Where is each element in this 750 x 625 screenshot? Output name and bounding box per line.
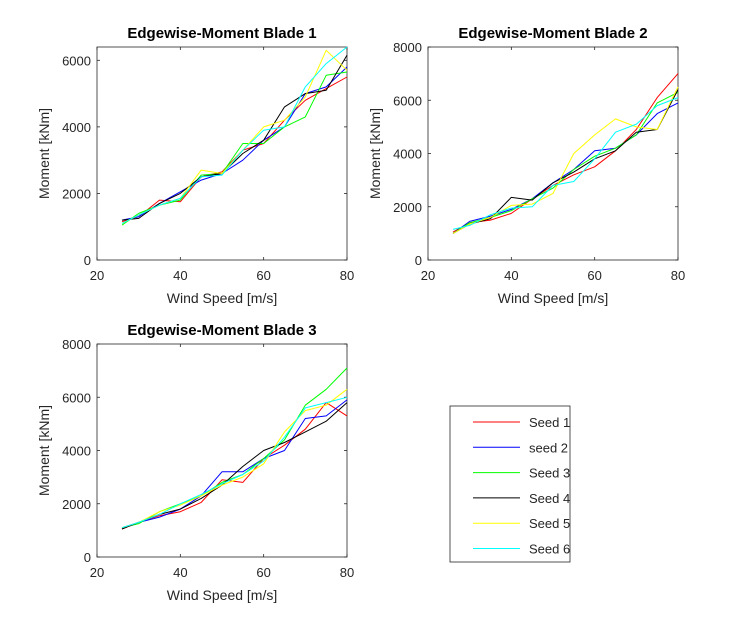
- series-line-6: [121, 396, 348, 529]
- y-tick-label: 6000: [62, 390, 91, 405]
- y-tick-label: 4000: [62, 120, 91, 135]
- legend-label-4: Seed 4: [529, 491, 570, 506]
- legend-label-2: seed 2: [529, 440, 568, 455]
- axes-box: [96, 343, 348, 558]
- y-axis-label: Moment [kNm]: [36, 108, 52, 199]
- y-tick-label: 0: [415, 253, 422, 268]
- chart-panel-3: 20 40 60 80 0 2000 4000 6000 8000 Edgewise-Moment…: [36, 322, 354, 603]
- y-axis-label: Moment [kNm]: [36, 405, 52, 496]
- series-line-1: [121, 76, 348, 223]
- series-line-4: [452, 89, 679, 234]
- y-tick-label: 2000: [393, 200, 422, 215]
- legend-label-1: Seed 1: [529, 415, 570, 430]
- series-line-2: [121, 399, 348, 529]
- x-tick-label: 60: [587, 268, 601, 283]
- series-line-5: [121, 388, 348, 529]
- x-axis-label: Wind Speed [m/s]: [167, 290, 278, 306]
- x-tick-label: 40: [173, 268, 187, 283]
- legend: Seed 1 seed 2 Seed 3 Seed 4 Seed 5 Seed 6: [449, 405, 571, 563]
- x-tick-label: 20: [90, 565, 104, 580]
- legend-label-3: Seed 3: [529, 466, 570, 481]
- legend-label-5: Seed 5: [529, 516, 570, 531]
- series-line-1: [452, 73, 679, 233]
- y-tick-label: 0: [84, 253, 91, 268]
- chart-panel-1: 20 40 60 80 0 2000 4000 6000 Edgewise-Moment Bla…: [36, 25, 354, 306]
- y-tick-label: 2000: [62, 186, 91, 201]
- y-tick-label: 6000: [393, 93, 422, 108]
- chart-title: Edgewise-Moment Blade 3: [127, 322, 316, 339]
- chart-title: Edgewise-Moment Blade 1: [127, 25, 316, 42]
- x-tick-label: 20: [90, 268, 104, 283]
- x-tick-label: 40: [504, 268, 518, 283]
- y-axis-label: Moment [kNm]: [367, 108, 383, 199]
- x-tick-label: 40: [173, 565, 187, 580]
- y-tick-label: 4000: [393, 147, 422, 162]
- chart-title: Edgewise-Moment Blade 2: [458, 25, 647, 42]
- series-line-4: [121, 55, 348, 221]
- y-tick-label: 2000: [62, 497, 91, 512]
- series-line-6: [121, 46, 348, 224]
- x-tick-label: 20: [421, 268, 435, 283]
- x-tick-label: 80: [340, 268, 354, 283]
- x-tick-label: 80: [671, 268, 685, 283]
- x-tick-label: 60: [256, 268, 270, 283]
- x-axis-label: Wind Speed [m/s]: [167, 587, 278, 603]
- series-line-5: [452, 86, 679, 234]
- axes-box: [96, 46, 348, 261]
- y-tick-label: 4000: [62, 444, 91, 459]
- x-tick-label: 60: [256, 565, 270, 580]
- chart-panel-2: 20 40 60 80 0 2000 4000 6000 8000 Edgewise-Moment…: [367, 25, 685, 306]
- x-axis-label: Wind Speed [m/s]: [498, 290, 609, 306]
- legend-label-6: Seed 6: [529, 542, 570, 557]
- y-tick-label: 6000: [62, 53, 91, 68]
- y-tick-label: 8000: [62, 337, 91, 352]
- x-tick-label: 80: [340, 565, 354, 580]
- legend-box: [449, 405, 571, 563]
- y-tick-label: 8000: [393, 40, 422, 55]
- axes-box: [427, 46, 679, 261]
- y-tick-label: 0: [84, 550, 91, 565]
- series-line-6: [452, 97, 679, 230]
